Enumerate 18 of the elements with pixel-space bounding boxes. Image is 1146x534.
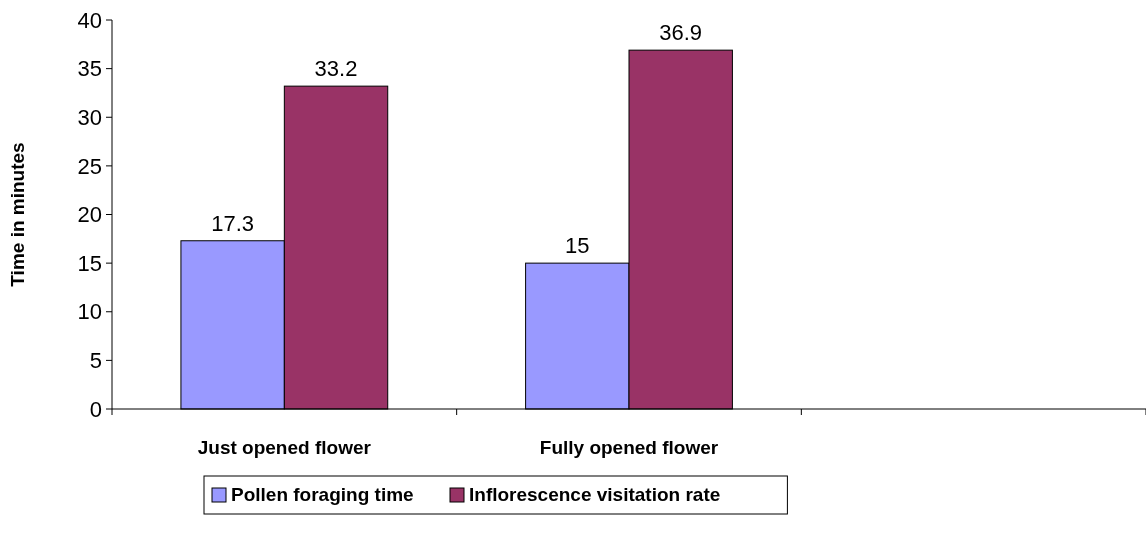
y-axis-title: Time in minutes <box>7 142 28 287</box>
data-label: 36.9 <box>659 20 703 46</box>
y-tick-label: 40 <box>77 7 102 33</box>
legend-label: Inflorescence visitation rate <box>469 484 721 505</box>
y-tick-label: 5 <box>89 348 102 374</box>
legend-label: Pollen foraging time <box>231 484 414 505</box>
y-tick-label: 15 <box>77 250 102 276</box>
data-label: 17.3 <box>211 210 255 236</box>
x-tick-label: Fully opened flower <box>539 437 719 458</box>
y-tick-label: 35 <box>77 56 102 82</box>
x-tick-label: Just opened flower <box>197 437 372 458</box>
data-label: 15 <box>565 233 590 259</box>
y-tick-label: 20 <box>77 202 102 228</box>
data-label: 33.2 <box>314 56 358 82</box>
y-tick-label: 25 <box>77 153 102 179</box>
y-tick-label: 0 <box>89 396 102 422</box>
y-tick-label: 30 <box>77 104 102 130</box>
y-tick-label: 10 <box>77 299 102 325</box>
